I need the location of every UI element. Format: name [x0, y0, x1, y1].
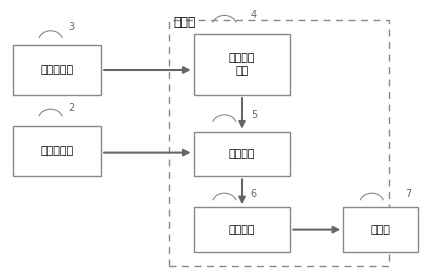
Text: 3: 3 [68, 22, 74, 32]
Text: 2: 2 [68, 103, 74, 113]
Bar [13, 45, 101, 95]
Text: 拉力传感器: 拉力传感器 [40, 146, 74, 156]
Bar [13, 126, 101, 176]
Text: 通信模块: 通信模块 [229, 225, 255, 235]
Text: 控制箱: 控制箱 [174, 17, 196, 29]
Bar [169, 20, 389, 266]
Text: 7: 7 [405, 189, 411, 199]
Bar [194, 207, 290, 252]
Text: 5: 5 [251, 110, 257, 120]
Text: 数据采集
单元: 数据采集 单元 [229, 53, 255, 76]
Bar [194, 132, 290, 176]
Text: 中控端: 中控端 [370, 225, 391, 235]
Text: 双目摄像机: 双目摄像机 [40, 65, 74, 75]
Text: 控制模块: 控制模块 [229, 149, 255, 159]
Bar [343, 207, 418, 252]
Bar [194, 34, 290, 95]
Text: 6: 6 [251, 189, 257, 199]
Text: 4: 4 [251, 10, 257, 20]
